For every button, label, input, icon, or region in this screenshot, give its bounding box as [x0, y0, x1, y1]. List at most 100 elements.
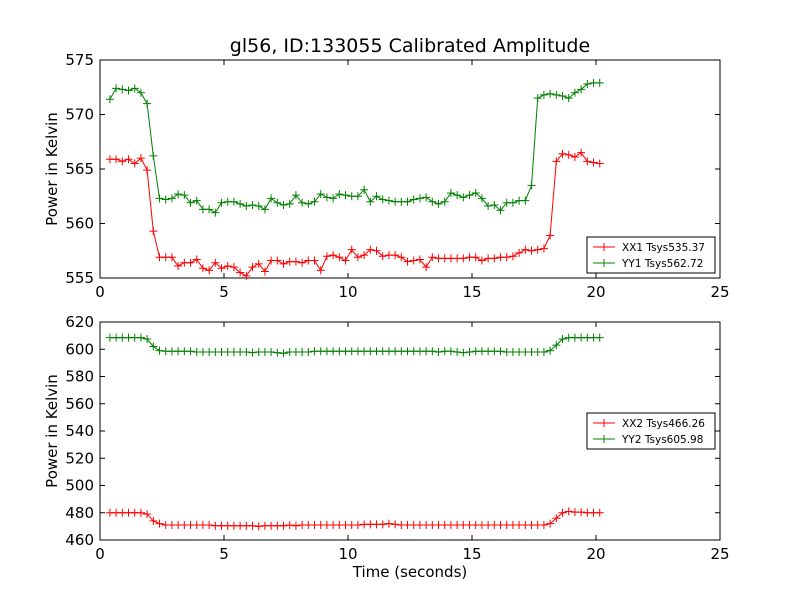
- data-point: [422, 193, 431, 202]
- data-point: [149, 227, 158, 236]
- data-point: [403, 257, 412, 266]
- data-point: [564, 94, 573, 103]
- x-tick-label: 25: [710, 283, 729, 301]
- data-point: [477, 194, 486, 203]
- data-point: [143, 510, 152, 519]
- data-point: [434, 347, 443, 356]
- data-point: [453, 191, 462, 200]
- data-point: [564, 150, 573, 159]
- data-point: [415, 255, 424, 264]
- data-point: [291, 521, 300, 530]
- data-point: [496, 206, 505, 215]
- data-point: [440, 197, 449, 206]
- data-point: [577, 508, 586, 517]
- data-point: [248, 521, 257, 530]
- data-point: [180, 191, 189, 200]
- data-point: [136, 508, 145, 517]
- legend-box: [586, 236, 716, 274]
- data-point: [155, 519, 164, 528]
- data-point: [205, 521, 214, 530]
- data-point: [329, 194, 338, 203]
- data-point: [254, 522, 263, 531]
- data-point: [471, 253, 480, 262]
- data-point: [415, 194, 424, 203]
- data-point: [546, 519, 555, 528]
- data-point: [267, 194, 276, 203]
- y-axis-label: Power in Kelvin: [43, 374, 61, 488]
- data-point: [254, 259, 263, 268]
- data-point: [471, 188, 480, 197]
- data-point: [335, 253, 344, 262]
- data-point: [329, 251, 338, 260]
- data-point: [366, 197, 375, 206]
- data-point: [223, 262, 232, 271]
- data-point: [143, 99, 152, 108]
- data-point: [186, 347, 195, 356]
- data-point: [248, 200, 257, 209]
- data-point: [577, 148, 586, 157]
- data-point: [527, 246, 536, 255]
- y-tick-label: 555: [65, 269, 94, 287]
- data-point: [446, 188, 455, 197]
- data-point: [217, 264, 226, 273]
- x-tick-label: 25: [710, 545, 729, 563]
- series-1: [105, 148, 604, 280]
- data-point: [310, 197, 319, 206]
- y-tick-label: 500: [65, 477, 94, 495]
- legend-marker: [600, 243, 608, 251]
- data-point: [570, 88, 579, 97]
- data-point: [254, 202, 263, 211]
- data-point: [552, 157, 561, 166]
- data-point: [124, 86, 133, 95]
- data-point: [577, 85, 586, 94]
- data-point: [341, 191, 350, 200]
- data-point: [595, 159, 604, 168]
- data-point: [496, 347, 505, 356]
- data-point: [552, 90, 561, 99]
- series-1: [105, 507, 604, 531]
- data-point: [422, 263, 431, 272]
- data-point: [236, 199, 245, 208]
- legend-label: YY2 Tsys605.98: [621, 434, 703, 446]
- data-point: [546, 231, 555, 240]
- data-point: [378, 195, 387, 204]
- data-point: [304, 199, 313, 208]
- data-point: [279, 349, 288, 358]
- data-point: [136, 88, 145, 97]
- chart-title: gl56, ID:133055 Calibrated Amplitude: [230, 35, 590, 57]
- data-point: [186, 258, 195, 267]
- data-point: [384, 519, 393, 528]
- data-point: [322, 193, 331, 202]
- data-point: [105, 95, 114, 104]
- data-point: [459, 348, 468, 357]
- data-point: [539, 244, 548, 253]
- data-point: [409, 256, 418, 265]
- data-point: [260, 267, 269, 276]
- data-point: [285, 521, 294, 530]
- data-point: [279, 259, 288, 268]
- data-point: [279, 200, 288, 209]
- data-point: [570, 153, 579, 162]
- data-point: [167, 253, 176, 262]
- data-point: [484, 202, 493, 211]
- data-point: [539, 347, 548, 356]
- data-point: [304, 347, 313, 356]
- y-tick-label: 560: [65, 215, 94, 233]
- data-point: [310, 256, 319, 265]
- data-point: [583, 157, 592, 166]
- data-point: [391, 251, 400, 260]
- data-point: [546, 89, 555, 98]
- data-point: [112, 84, 121, 93]
- data-point: [446, 347, 455, 356]
- data-point: [533, 94, 542, 103]
- data-point: [583, 79, 592, 88]
- data-point: [291, 257, 300, 266]
- data-point: [118, 157, 127, 166]
- data-point: [397, 253, 406, 262]
- data-point: [192, 196, 201, 205]
- data-point: [335, 190, 344, 199]
- data-point: [298, 198, 307, 207]
- data-point: [453, 347, 462, 356]
- y-tick-label: 575: [65, 51, 94, 69]
- data-point: [167, 194, 176, 203]
